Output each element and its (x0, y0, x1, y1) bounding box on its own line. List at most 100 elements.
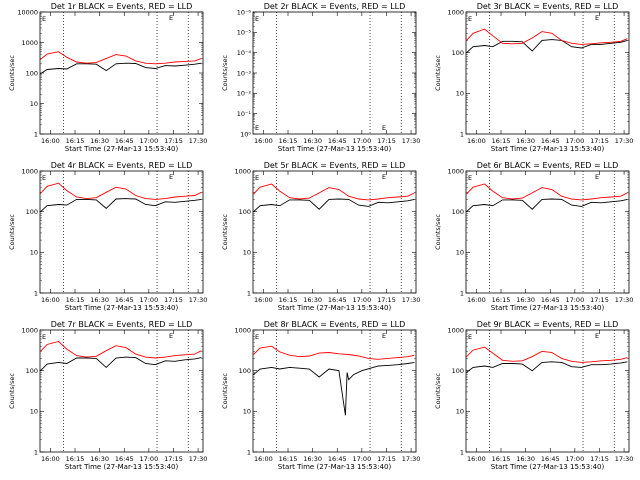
y-tick-label: 10 (456, 408, 464, 416)
chart-title: Det 9r BLACK = Events, RED = LLD (477, 320, 619, 329)
event-marker: E (169, 173, 173, 181)
series-line-lld (253, 183, 415, 201)
chart-title: Det 6r BLACK = Events, RED = LLD (477, 161, 619, 170)
event-marker: E (42, 333, 46, 341)
y-tick-label: 100 (452, 49, 464, 57)
x-tick-label: 17:15 (590, 296, 609, 304)
series-line-lld (40, 51, 202, 65)
y-tick-label: 10 (30, 408, 38, 416)
x-tick-label: 17:15 (377, 455, 396, 463)
plot-frame (252, 329, 417, 453)
plot-frame (465, 329, 630, 453)
series-line-events (253, 198, 415, 213)
y-tick-label: 10 (243, 408, 251, 416)
y-tick-label: 10⁻⁶ (237, 8, 252, 16)
x-tick-label: 16:30 (303, 137, 322, 145)
y-tick-label: 10⁻⁴ (237, 49, 252, 57)
x-tick-label: 16:00 (254, 137, 273, 145)
y-tick-label: 10⁻² (237, 90, 252, 98)
plot-frame (39, 11, 204, 135)
x-tick-label: 17:15 (590, 455, 609, 463)
x-tick-label: 16:45 (115, 296, 134, 304)
chart-panel: 1 10 100 1000 16:00 16:15 16:30 16:45 17:00 17:15… (8, 320, 207, 471)
event-marker: E (255, 333, 259, 341)
y-axis-label: Counts/sec (434, 214, 442, 250)
x-tick-label: 16:00 (254, 455, 273, 463)
chart-panel: 1 10 100 1000 16:00 16:15 16:30 16:45 17:00 17:15… (434, 320, 633, 471)
x-tick-label: 17:15 (377, 296, 396, 304)
x-tick-label: 16:15 (66, 137, 85, 145)
x-tick-label: 17:00 (352, 137, 371, 145)
y-tick-label: 1 (247, 448, 251, 456)
series-line-lld (40, 182, 202, 200)
series-line-events (40, 62, 202, 75)
x-tick-label: 17:00 (565, 296, 584, 304)
y-tick-label: 10⁻¹ (237, 110, 252, 118)
y-tick-label: 100 (239, 367, 251, 375)
chart-title: Det 8r BLACK = Events, RED = LLD (264, 320, 406, 329)
x-tick-label: 16:30 (90, 455, 109, 463)
chart-panel: 1 10 100 1000 16:00 16:15 16:30 16:45 17:00 17:15… (221, 161, 420, 312)
x-tick-label: 16:30 (303, 455, 322, 463)
x-tick-label: 17:30 (189, 296, 208, 304)
x-tick-label: 17:30 (402, 455, 421, 463)
y-tick-label: 10 (243, 249, 251, 257)
y-tick-label: 100 (452, 367, 464, 375)
x-tick-label: 16:15 (492, 137, 511, 145)
y-axis-label: Counts/sec (8, 373, 16, 409)
x-tick-label: 17:00 (139, 296, 158, 304)
x-tick-label: 17:30 (615, 296, 634, 304)
x-tick-label: 16:00 (254, 296, 273, 304)
chart-panel: 1 10 100 1000 16:00 16:15 16:30 16:45 17:00 17:15… (434, 2, 633, 153)
chart-panel: 1 10 100 1000 16:00 16:15 16:30 16:45 17:00 17:15… (434, 161, 633, 312)
x-axis-label: Start Time (27-Mar-13 15:53:40) (278, 463, 392, 471)
x-axis-label: Start Time (27-Mar-13 15:53:40) (65, 463, 179, 471)
event-marker: E (468, 333, 472, 341)
y-tick-label: 100 (26, 208, 38, 216)
x-tick-label: 16:30 (303, 296, 322, 304)
y-tick-label: 1000 (234, 326, 251, 334)
plot-frame (39, 170, 204, 294)
plot-frame (252, 170, 417, 294)
event-marker: E (42, 15, 46, 23)
series-line-lld (466, 183, 628, 201)
y-tick-label: 100 (26, 367, 38, 375)
x-tick-label: 16:45 (115, 455, 134, 463)
x-tick-label: 17:30 (615, 137, 634, 145)
series-line-lld (466, 346, 628, 363)
x-tick-label: 16:45 (328, 296, 347, 304)
y-axis-label: Counts/sec (434, 55, 442, 91)
x-tick-label: 16:00 (467, 296, 486, 304)
y-axis-label: Counts/sec (8, 214, 16, 250)
x-axis-label: Start Time (27-Mar-13 15:53:40) (491, 304, 605, 312)
y-tick-label: 10⁰ (240, 130, 251, 138)
x-tick-label: 16:15 (66, 296, 85, 304)
series-line-events (40, 198, 202, 213)
event-marker: E (255, 174, 259, 182)
event-marker: E (42, 174, 46, 182)
x-tick-label: 17:30 (402, 137, 421, 145)
y-tick-label: 1 (247, 289, 251, 297)
x-tick-label: 16:45 (115, 137, 134, 145)
y-tick-label: 10 (30, 100, 38, 108)
y-tick-label: 1 (34, 289, 38, 297)
y-tick-label: 1000 (447, 326, 464, 334)
plot-frame (465, 170, 630, 294)
x-axis-label: Start Time (27-Mar-13 15:53:40) (65, 304, 179, 312)
y-tick-label: 1 (34, 448, 38, 456)
event-marker: E (255, 15, 259, 23)
chart-title: Det 3r BLACK = Events, RED = LLD (477, 2, 619, 11)
x-tick-label: 16:00 (467, 137, 486, 145)
y-tick-label: 1 (34, 130, 38, 138)
chart-panel: 1 10 100 1000 16:00 16:15 16:30 16:45 17:00 17:15… (221, 320, 420, 471)
y-tick-label: 1000 (447, 167, 464, 175)
series-line-events (466, 198, 628, 213)
y-axis-label: Counts/sec (221, 214, 229, 250)
event-marker: E (595, 332, 599, 340)
event-marker: E (169, 14, 173, 22)
event-marker: E (382, 332, 386, 340)
y-tick-label: 10 (456, 90, 464, 98)
x-tick-label: 17:15 (164, 137, 183, 145)
event-marker: E (169, 332, 173, 340)
y-tick-label: 10⁻⁵ (237, 29, 252, 37)
